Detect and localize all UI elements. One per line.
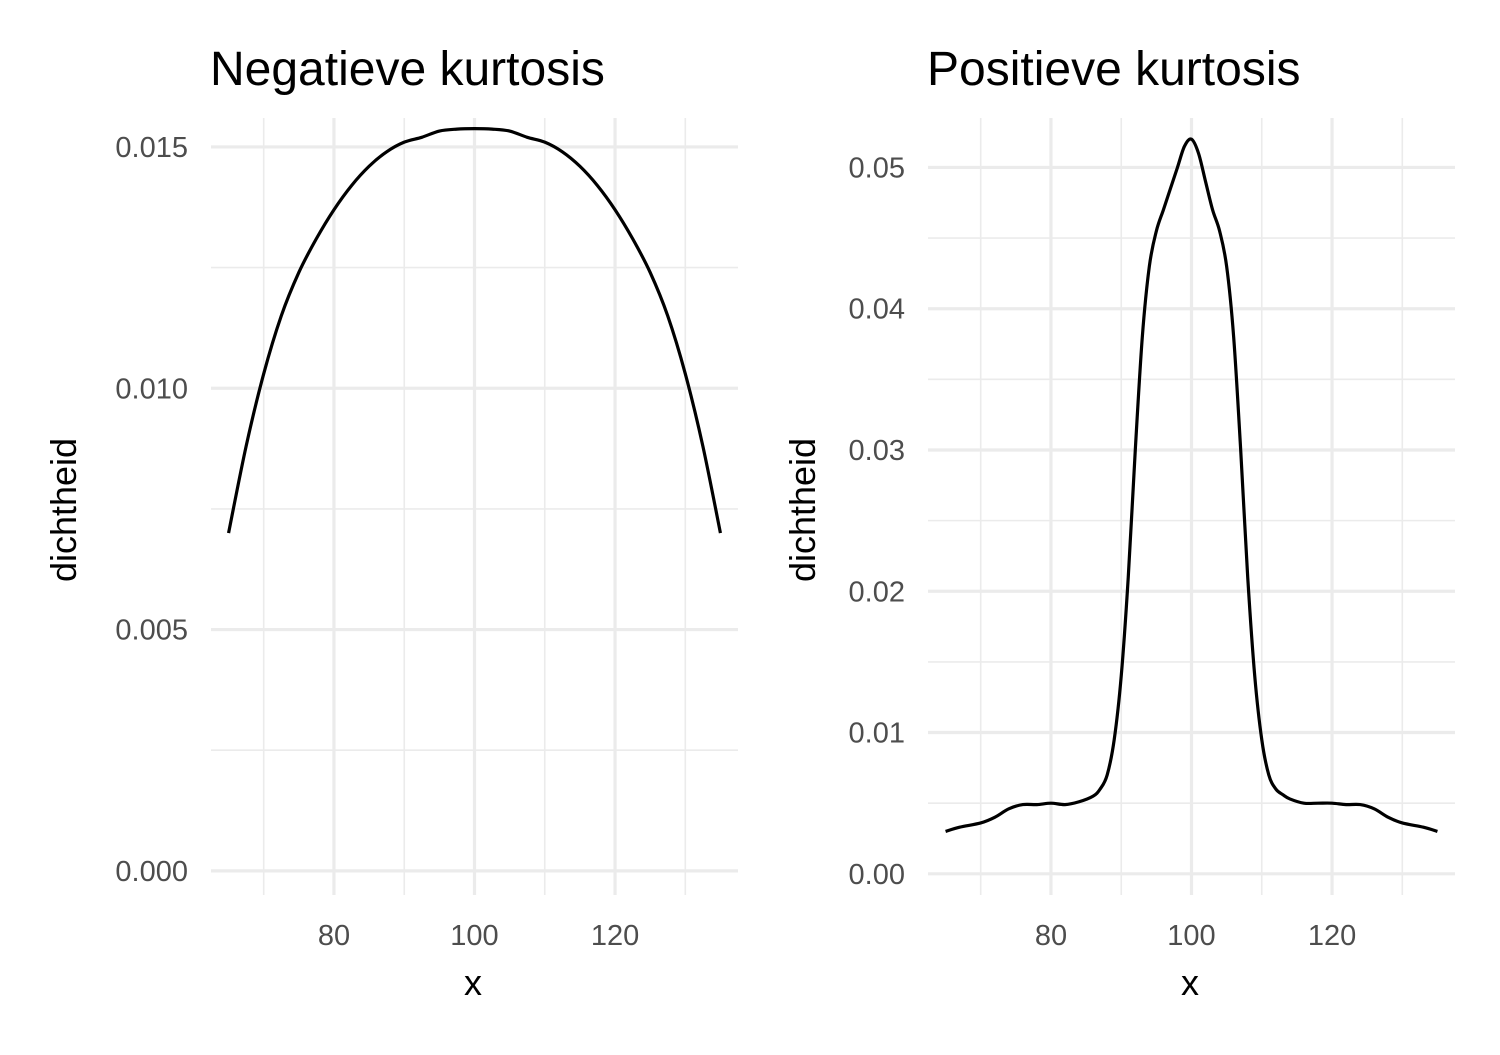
grid-lines [211,118,738,895]
x-tick-label: 120 [1308,920,1356,952]
y-axis-title: dichtheid [43,438,84,582]
y-tick-label: 0.05 [849,152,905,184]
y-tick-labels: 0.000 0.005 0.010 0.015 [115,132,188,888]
y-tick-label: 0.015 [115,132,188,164]
x-axis-title: x [464,962,482,1003]
y-tick-label: 0.00 [849,859,905,891]
x-tick-label: 80 [318,920,350,952]
x-tick-label: 100 [1167,920,1215,952]
panel-positieve-kurtosis: Positieve kurtosis 80 100 120 0.00 0.01 0.02… [782,43,1455,1003]
panel-negatieve-kurtosis: Negatieve kurtosis 80 100 120 0.0000.0050.… [43,43,738,1003]
y-tick-label: 0.005 [115,615,188,647]
x-tick-label: 100 [450,920,498,952]
y-tick-label: 0.010 [115,373,188,405]
x-tick-labels: 80 100 120 [318,920,639,952]
grid-lines [928,118,1455,895]
y-tick-label: 0.04 [849,294,905,326]
y-tick-label: 0.02 [849,576,905,608]
x-tick-label: 120 [591,920,639,952]
density-curve [945,137,1438,833]
y-axis-title: dichtheid [782,438,823,582]
y-tick-label: 0.03 [849,435,905,467]
x-axis-title: x [1181,962,1199,1003]
chart-title: Positieve kurtosis [927,43,1300,96]
x-tick-label: 80 [1035,920,1067,952]
x-tick-labels: 80 100 120 [1035,920,1356,952]
density-curve [227,127,722,534]
y-tick-label: 0.000 [115,856,188,888]
y-tick-label: 0.01 [849,718,905,750]
chart-title: Negatieve kurtosis [210,43,605,96]
y-tick-labels: 0.00 0.01 0.02 0.03 0.04 0.05 [849,152,905,890]
